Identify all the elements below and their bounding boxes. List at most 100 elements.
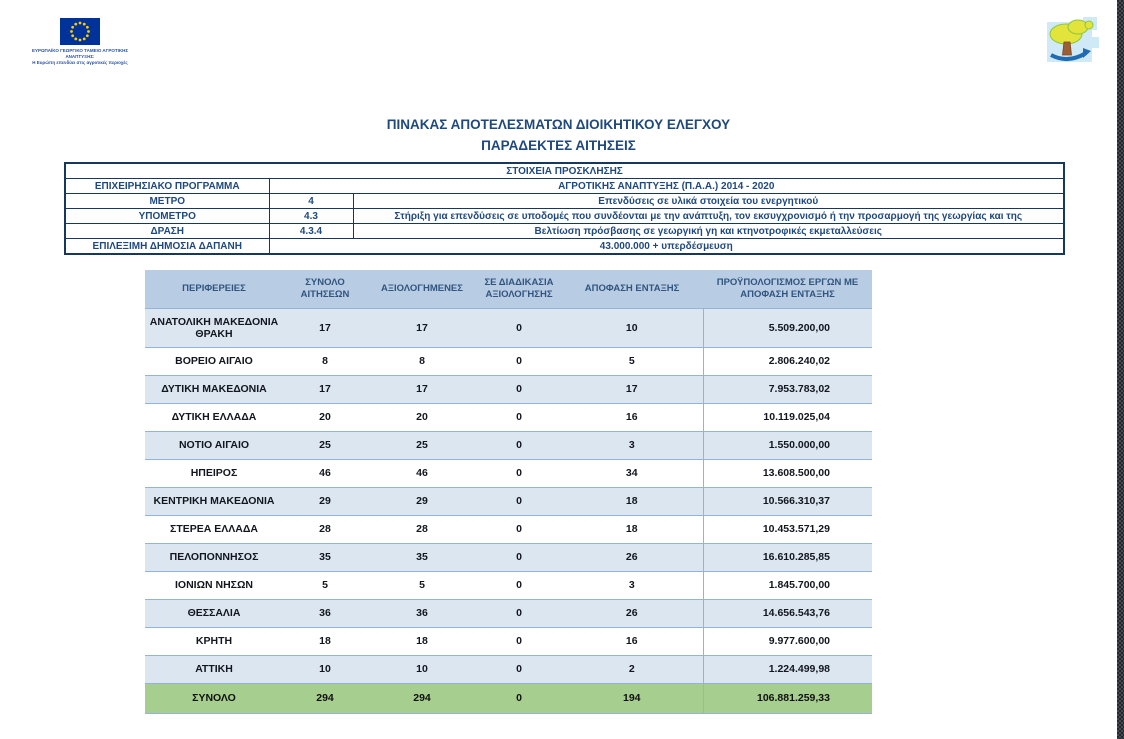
call-info-label: ΔΡΑΣΗ — [64, 223, 270, 239]
count-cell: 0 — [477, 627, 561, 656]
count-cell: 0 — [477, 543, 561, 572]
table-row: ΒΟΡΕΙΟ ΑΙΓΑΙΟ 8 8 0 5 2.806.240,02 — [145, 347, 872, 376]
count-cell: 46 — [283, 459, 367, 488]
results-body: ΑΝΑΤΟΛΙΚΗ ΜΑΚΕΔΟΝΙΑ ΘΡΑΚΗ 17 17 0 10 5.509.20… — [145, 308, 872, 714]
total-count-cell: 194 — [561, 683, 703, 714]
call-info-code: 4.3 — [268, 208, 354, 224]
call-info-value: Επενδύσεις σε υλικά στοιχεία του ενεργητ… — [352, 193, 1065, 209]
region-cell: ΔΥΤΙΚΗ ΕΛΛΑΔΑ — [145, 403, 283, 432]
budget-cell: 2.806.240,02 — [702, 347, 872, 376]
budget-cell: 10.566.310,37 — [702, 487, 872, 516]
eu-flag-icon — [60, 18, 100, 45]
count-cell: 26 — [561, 599, 703, 628]
region-cell: ΒΟΡΕΙΟ ΑΙΓΑΙΟ — [145, 347, 283, 376]
table-row: ΝΟΤΙΟ ΑΙΓΑΙΟ 25 25 0 3 1.550.000,00 — [145, 431, 872, 460]
call-info-label: ΥΠΟΜΕΤΡΟ — [64, 208, 270, 224]
column-header: ΣΕ ΔΙΑΔΙΚΑΣΙΑ ΑΞΙΟΛΟΓΗΣΗΣ — [477, 270, 561, 309]
count-cell: 0 — [477, 655, 561, 684]
column-header: ΑΠΟΦΑΣΗ ΕΝΤΑΞΗΣ — [561, 270, 703, 309]
region-cell: ΚΕΝΤΡΙΚΗ ΜΑΚΕΔΟΝΙΑ — [145, 487, 283, 516]
count-cell: 18 — [367, 627, 477, 656]
budget-cell: 9.977.600,00 — [702, 627, 872, 656]
count-cell: 10 — [367, 655, 477, 684]
eu-caption-line1: ΕΥΡΩΠΑΪΚΟ ΓΕΩΡΓΙΚΟ ΤΑΜΕΙΟ ΑΓΡΟΤΙΚΗΣ ΑΝΑΠ… — [31, 48, 129, 59]
count-cell: 16 — [561, 403, 703, 432]
results-table: ΠΕΡΙΦΕΡΕΙΕΣ ΣΥΝΟΛΟ ΑΙΤΗΣΕΩΝ ΑΞΙΟΛΟΓΗΜΕΝΕΣ Σ… — [145, 270, 872, 714]
table-row: ΠΕΛΟΠΟΝΝΗΣΟΣ 35 35 0 26 16.610.285,85 — [145, 543, 872, 572]
budget-cell: 5.509.200,00 — [702, 308, 872, 348]
count-cell: 0 — [477, 599, 561, 628]
count-cell: 25 — [283, 431, 367, 460]
count-cell: 0 — [477, 571, 561, 600]
budget-cell: 1.224.499,98 — [702, 655, 872, 684]
count-cell: 0 — [477, 403, 561, 432]
table-row: ΔΥΤΙΚΗ ΜΑΚΕΔΟΝΙΑ 17 17 0 17 7.953.783,02 — [145, 375, 872, 404]
eu-caption-line2: Η Ευρώπη επενδύει στις αγροτικές περιοχέ… — [32, 59, 128, 65]
budget-cell: 10.119.025,04 — [702, 403, 872, 432]
eu-eafrd-logo: ΕΥΡΩΠΑΪΚΟ ΓΕΩΡΓΙΚΟ ΤΑΜΕΙΟ ΑΓΡΟΤΙΚΗΣ ΑΝΑΠ… — [22, 18, 138, 66]
table-row: ΣΤΕΡΕΑ ΕΛΛΑΔΑ 28 28 0 18 10.453.571,29 — [145, 515, 872, 544]
call-info-value: Βελτίωση πρόσβασης σε γεωργική γη και κτ… — [352, 223, 1065, 239]
region-cell: ΚΡΗΤΗ — [145, 627, 283, 656]
count-cell: 36 — [367, 599, 477, 628]
count-cell: 0 — [477, 515, 561, 544]
call-info-value: 43.000.000 + υπερδέσμευση — [268, 238, 1065, 255]
count-cell: 16 — [561, 627, 703, 656]
count-cell: 5 — [561, 347, 703, 376]
total-count-cell: 294 — [283, 683, 367, 714]
count-cell: 29 — [367, 487, 477, 516]
table-row: ΘΕΣΣΑΛΙΑ 36 36 0 26 14.656.543,76 — [145, 599, 872, 628]
count-cell: 3 — [561, 431, 703, 460]
call-info-value: ΑΓΡΟΤΙΚΗΣ ΑΝΑΠΤΥΞΗΣ (Π.Α.Α.) 2014 - 2020 — [268, 178, 1065, 194]
count-cell: 17 — [367, 375, 477, 404]
region-cell: ΠΕΛΟΠΟΝΝΗΣΟΣ — [145, 543, 283, 572]
count-cell: 20 — [367, 403, 477, 432]
region-cell: ΗΠΕΙΡΟΣ — [145, 459, 283, 488]
count-cell: 10 — [561, 308, 703, 348]
call-info-code: 4 — [268, 193, 354, 209]
count-cell: 0 — [477, 459, 561, 488]
results-header-row: ΠΕΡΙΦΕΡΕΙΕΣ ΣΥΝΟΛΟ ΑΙΤΗΣΕΩΝ ΑΞΙΟΛΟΓΗΜΕΝΕΣ Σ… — [145, 270, 872, 309]
budget-cell: 13.608.500,00 — [702, 459, 872, 488]
count-cell: 0 — [477, 431, 561, 460]
budget-cell: 1.845.700,00 — [702, 571, 872, 600]
count-cell: 0 — [477, 487, 561, 516]
total-budget-cell: 106.881.259,33 — [702, 683, 872, 714]
count-cell: 17 — [283, 375, 367, 404]
total-count-cell: 294 — [367, 683, 477, 714]
call-info-header: ΣΤΟΙΧΕΙΑ ΠΡΟΣΚΛΗΣΗΣ — [64, 162, 1065, 179]
budget-cell: 1.550.000,00 — [702, 431, 872, 460]
table-row: ΑΤΤΙΚΗ 10 10 0 2 1.224.499,98 — [145, 655, 872, 684]
count-cell: 0 — [477, 375, 561, 404]
region-cell: ΣΤΕΡΕΑ ΕΛΛΑΔΑ — [145, 515, 283, 544]
count-cell: 18 — [561, 487, 703, 516]
count-cell: 2 — [561, 655, 703, 684]
window-scrollbar[interactable] — [1117, 0, 1124, 739]
count-cell: 36 — [283, 599, 367, 628]
call-info-body: ΕΠΙΧΕΙΡΗΣΙΑΚΟ ΠΡΟΓΡΑΜΜΑ ΑΓΡΟΤΙΚΗΣ ΑΝΑΠΤΥΞ… — [64, 178, 1065, 255]
count-cell: 46 — [367, 459, 477, 488]
call-info-row: ΕΠΙΛΕΞΙΜΗ ΔΗΜΟΣΙΑ ΔΑΠΑΝΗ 43.000.000 + υπε… — [64, 238, 1065, 255]
count-cell: 28 — [283, 515, 367, 544]
page-subtitle: ΠΑΡΑΔΕΚΤΕΣ ΑΙΤΗΣΕΙΣ — [481, 137, 636, 153]
region-cell: ΝΟΤΙΟ ΑΙΓΑΙΟ — [145, 431, 283, 460]
budget-cell: 14.656.543,76 — [702, 599, 872, 628]
column-header: ΣΥΝΟΛΟ ΑΙΤΗΣΕΩΝ — [283, 270, 367, 309]
count-cell: 0 — [477, 347, 561, 376]
call-info-code: 4.3.4 — [268, 223, 354, 239]
call-info-label: ΕΠΙΛΕΞΙΜΗ ΔΗΜΟΣΙΑ ΔΑΠΑΝΗ — [64, 238, 270, 255]
call-info-label: ΕΠΙΧΕΙΡΗΣΙΑΚΟ ΠΡΟΓΡΑΜΜΑ — [64, 178, 270, 194]
column-header: ΑΞΙΟΛΟΓΗΜΕΝΕΣ — [367, 270, 477, 309]
count-cell: 35 — [283, 543, 367, 572]
call-info-row: ΕΠΙΧΕΙΡΗΣΙΑΚΟ ΠΡΟΓΡΑΜΜΑ ΑΓΡΟΤΙΚΗΣ ΑΝΑΠΤΥΞ… — [64, 178, 1065, 194]
rural-programme-tree-logo — [1047, 17, 1099, 62]
total-label: ΣΥΝΟΛΟ — [145, 683, 283, 714]
table-row: ΚΡΗΤΗ 18 18 0 16 9.977.600,00 — [145, 627, 872, 656]
budget-cell: 10.453.571,29 — [702, 515, 872, 544]
count-cell: 18 — [283, 627, 367, 656]
eu-logo-caption: ΕΥΡΩΠΑΪΚΟ ΓΕΩΡΓΙΚΟ ΤΑΜΕΙΟ ΑΓΡΟΤΙΚΗΣ ΑΝΑΠ… — [22, 48, 138, 66]
count-cell: 3 — [561, 571, 703, 600]
call-info-label: ΜΕΤΡΟ — [64, 193, 270, 209]
count-cell: 8 — [283, 347, 367, 376]
total-row: ΣΥΝΟΛΟ 294 294 0 194 106.881.259,33 — [145, 683, 872, 714]
